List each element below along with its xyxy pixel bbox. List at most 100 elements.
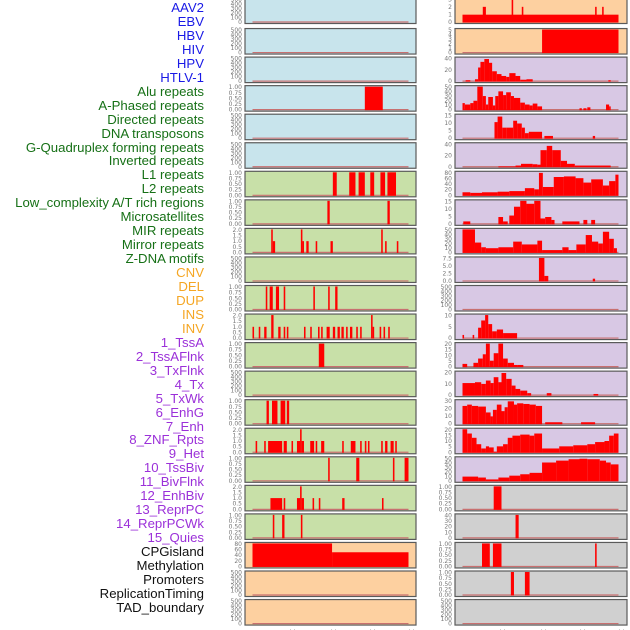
bar: [485, 412, 491, 425]
bar: [529, 435, 535, 453]
bar: [498, 343, 504, 368]
y-tick-label: 400: [231, 574, 243, 581]
bar: [524, 572, 530, 596]
y-tick-label: 1.00: [229, 284, 243, 291]
y-tick-label: 100: [231, 131, 243, 138]
track-label: A-Phased repeats: [98, 97, 204, 113]
bar: [280, 400, 286, 425]
bar: [484, 59, 490, 82]
y-tick-label: 500: [441, 284, 453, 291]
y-tick-label: 15: [444, 432, 452, 439]
bar: [478, 327, 482, 339]
bar: [510, 96, 514, 111]
bar: [567, 163, 575, 168]
bar: [553, 177, 564, 196]
y-tick-label: 0.50: [439, 581, 453, 588]
bar: [252, 326, 255, 339]
bar: [515, 75, 521, 82]
y-tick-label: 0.25: [229, 301, 243, 308]
bar: [513, 404, 518, 425]
bar: [326, 326, 330, 339]
bar: [462, 405, 468, 425]
bar: [482, 6, 486, 23]
y-tick-label: 0: [448, 107, 452, 114]
y-tick-label: 0.0: [442, 278, 452, 285]
panel-background: [454, 284, 628, 312]
bar: [282, 514, 285, 539]
y-tick-label: 0.50: [229, 95, 243, 102]
y-tick-label: 10: [444, 438, 452, 445]
y-tick-label: 10: [444, 313, 452, 320]
bar: [481, 320, 486, 339]
y-tick-label: 200: [231, 155, 243, 162]
panel-l1-repeats: 0.000.250.500.751.00: [229, 341, 417, 371]
panel-background: [244, 399, 417, 426]
bar: [360, 326, 362, 339]
bar: [545, 422, 563, 425]
y-tick-label: 100: [231, 15, 243, 22]
bar: [583, 219, 588, 225]
bar: [489, 360, 494, 368]
bar: [509, 475, 521, 482]
bar: [301, 441, 304, 453]
bar: [283, 326, 286, 339]
y-tick-label: 0.75: [229, 175, 243, 182]
y-tick-label: 20: [444, 240, 452, 247]
bar: [595, 543, 597, 567]
y-tick-label: 200: [231, 612, 243, 619]
bar: [492, 543, 502, 567]
bar: [568, 250, 577, 253]
y-tick-label: 0.5: [232, 329, 242, 336]
bar: [332, 326, 336, 339]
bar: [520, 390, 528, 396]
bar: [559, 446, 574, 453]
bar: [509, 73, 516, 82]
y-tick-label: 400: [231, 117, 243, 124]
y-tick-label: 0: [238, 592, 242, 599]
y-tick-label: 1.00: [439, 541, 453, 548]
y-tick-label: 0.00: [439, 506, 453, 513]
bar: [523, 403, 530, 425]
bar: [591, 179, 603, 196]
y-tick-label: 0.25: [439, 558, 453, 565]
y-tick-label: 0: [448, 78, 452, 85]
bar: [485, 380, 491, 396]
y-tick-label: 500: [231, 598, 243, 605]
y-tick-label: 0: [448, 135, 452, 142]
bar: [372, 326, 375, 339]
bar: [312, 498, 315, 510]
track-label: 8_ZNF_Rpts: [129, 432, 204, 448]
bar: [275, 286, 280, 310]
bar: [575, 178, 584, 196]
y-tick-label: 10: [444, 413, 452, 420]
panel-background: [244, 113, 417, 141]
bar: [272, 400, 278, 425]
panel-promoters: 0.000.250.500.751.00: [439, 541, 628, 570]
y-tick-label: 0: [238, 19, 242, 26]
track-label: INS: [182, 306, 204, 322]
y-tick-label: 0.50: [229, 524, 243, 531]
track-label: TAD_boundary: [116, 599, 204, 615]
bar: [562, 221, 580, 225]
y-tick-label: 50: [444, 455, 452, 462]
bar: [332, 172, 337, 196]
y-tick-label: 1.0: [232, 438, 242, 445]
bar: [606, 462, 611, 482]
y-tick-label: 20: [444, 187, 452, 194]
y-tick-label: 40: [444, 89, 452, 96]
bar: [524, 188, 535, 196]
y-tick-label: 0: [238, 78, 242, 85]
y-tick-label: 300: [231, 122, 243, 129]
bar: [286, 326, 289, 339]
column-right: 0123012345020400102030405005101502040020…: [439, 0, 628, 630]
bar: [573, 445, 588, 453]
bar: [574, 165, 611, 168]
bar: [595, 6, 597, 23]
bar: [587, 444, 596, 453]
bar: [609, 238, 614, 253]
y-tick-label: 0: [448, 307, 452, 314]
bar: [501, 75, 507, 82]
